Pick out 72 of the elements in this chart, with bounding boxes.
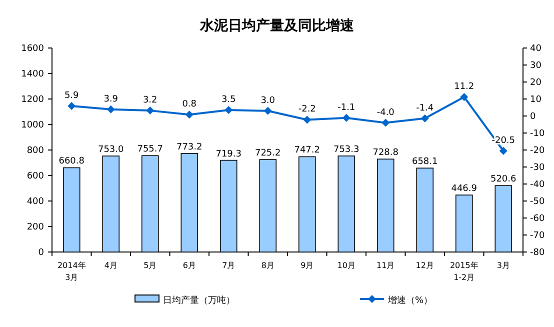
y-tick-label: 1600 xyxy=(21,44,44,54)
x-tick-label: 2015年 1-2月 xyxy=(450,261,478,282)
y-tick-label: 1200 xyxy=(21,95,44,105)
y2-tick-label: -30 xyxy=(530,163,545,173)
legend-label: 日均产量（万吨） xyxy=(163,295,235,306)
data-label: -1.4 xyxy=(416,103,434,114)
data-label: 446.9 xyxy=(451,184,478,194)
data-label: 0.8 xyxy=(182,100,197,110)
data-label: 660.8 xyxy=(58,156,85,167)
data-label: 3.0 xyxy=(260,96,276,106)
x-tick-label: 7月 xyxy=(222,261,236,270)
point xyxy=(382,118,390,127)
point xyxy=(303,116,312,124)
data-label: 773.2 xyxy=(176,142,202,152)
point xyxy=(342,114,350,122)
data-label: -4.0 xyxy=(376,108,395,118)
y2-tick-label: 20 xyxy=(530,78,542,88)
data-label: 658.1 xyxy=(412,157,438,168)
data-label: 3.2 xyxy=(142,96,158,106)
y2-tick-label: 40 xyxy=(530,44,542,54)
point xyxy=(499,146,508,155)
data-label: 5.9 xyxy=(64,90,80,101)
x-tick-label: 10月 xyxy=(337,261,356,270)
x-tick-label: 2014年 3月 xyxy=(57,261,86,282)
x-tick-label: 3月 xyxy=(496,261,510,270)
y2-tick-label: -50 xyxy=(530,197,545,207)
data-label: 747.2 xyxy=(294,146,320,156)
x-tick-label: 12月 xyxy=(416,261,434,270)
y2-tick-label: -70 xyxy=(530,231,545,241)
y2-tick-label: 10 xyxy=(530,95,542,105)
x-tick-label: 6月 xyxy=(182,261,196,270)
data-label: -2.2 xyxy=(298,104,316,115)
point xyxy=(460,92,468,101)
data-label: 520.6 xyxy=(490,174,517,185)
y2-tick-label: -80 xyxy=(530,248,545,258)
point xyxy=(185,110,194,119)
data-label: 719.3 xyxy=(216,149,242,160)
y2-tick-label: -20 xyxy=(530,146,545,156)
data-label: -1.1 xyxy=(338,102,356,113)
chart-title: 水泥日均产量及同比增速 xyxy=(199,17,355,34)
y-tick-label: 400 xyxy=(26,197,44,207)
x-tick-label: 4月 xyxy=(104,261,118,270)
y-tick-label: 0 xyxy=(38,248,44,258)
point xyxy=(106,105,115,114)
x-tick-label: 5月 xyxy=(144,261,157,270)
y-tick-label: 600 xyxy=(26,172,44,182)
x-tick-label: 9月 xyxy=(300,261,314,270)
point xyxy=(68,102,76,110)
data-label: 3.5 xyxy=(221,95,236,106)
y-tick-label: 800 xyxy=(26,146,44,156)
data-label: 728.8 xyxy=(372,148,399,158)
legend-label: 增速（%） xyxy=(387,295,433,306)
y2-tick-label: 30 xyxy=(530,61,542,71)
data-label: 3.9 xyxy=(104,94,118,104)
data-label: 755.7 xyxy=(137,144,164,155)
point xyxy=(146,106,154,115)
data-label: 753.0 xyxy=(98,144,124,155)
data-label: 753.3 xyxy=(333,144,360,155)
y2-tick-label: -60 xyxy=(530,214,545,224)
point xyxy=(224,106,233,114)
x-tick-label: 11月 xyxy=(376,261,395,270)
y2-tick-label: 0 xyxy=(530,112,536,122)
x-tick-label: 8月 xyxy=(261,261,274,270)
y2-tick-label: -40 xyxy=(530,180,545,190)
point xyxy=(264,106,272,115)
y-tick-label: 1400 xyxy=(21,70,44,80)
y-tick-label: 200 xyxy=(26,222,44,232)
point xyxy=(420,114,429,122)
y2-tick-label: -10 xyxy=(530,129,545,139)
data-label: 11.2 xyxy=(454,82,474,92)
y-tick-label: 1000 xyxy=(21,120,44,130)
data-label: 725.2 xyxy=(254,148,281,159)
